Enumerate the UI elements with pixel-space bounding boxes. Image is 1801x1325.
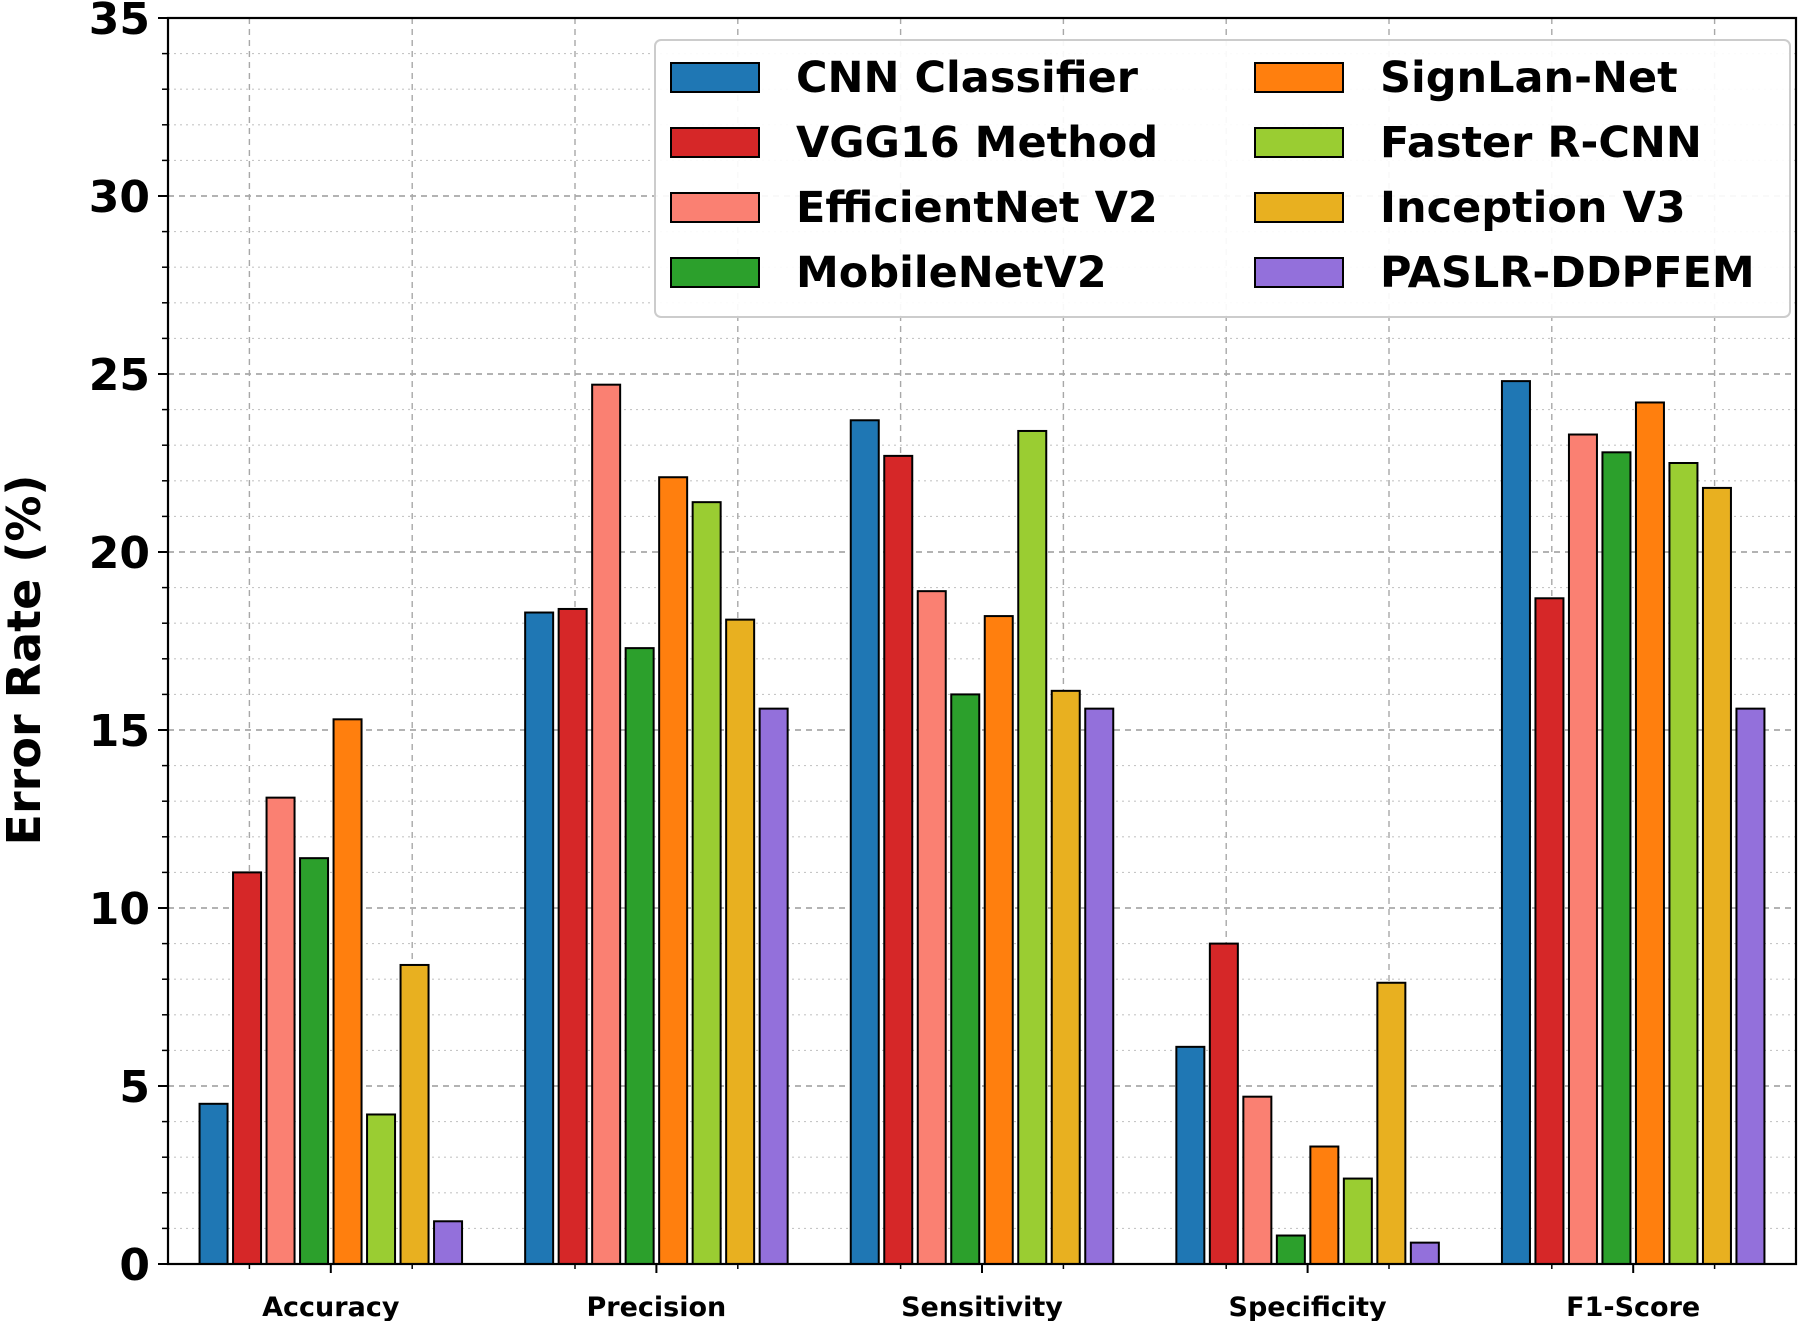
legend-swatch <box>1254 257 1344 288</box>
y-tick-label: 25 <box>89 350 150 401</box>
bars <box>198 380 1766 1266</box>
bar <box>1275 1234 1306 1266</box>
x-tick-label: F1-Score <box>1566 1292 1700 1321</box>
bar <box>399 963 430 1266</box>
y-tick-label: 35 <box>89 0 150 45</box>
legend-label: SignLan-Net <box>1380 53 1678 103</box>
bar <box>332 718 363 1265</box>
y-tick-label: 10 <box>89 884 150 935</box>
bar <box>916 590 947 1265</box>
bar <box>658 476 689 1265</box>
bar <box>1534 597 1565 1265</box>
bar <box>299 857 330 1265</box>
legend-swatch <box>1254 192 1344 223</box>
legend-swatch <box>670 257 760 288</box>
bar <box>557 607 588 1265</box>
bar <box>1735 707 1766 1265</box>
legend-swatch <box>1254 62 1344 93</box>
legend-label: CNN Classifier <box>796 53 1139 103</box>
bar <box>433 1220 464 1266</box>
legend-swatch <box>670 192 760 223</box>
legend: CNN Classifier VGG16 Method EfficientNet V… <box>654 39 1791 318</box>
legend-label: PASLR-DDPFEM <box>1380 248 1755 298</box>
axes: Accuracy Precision Sensitivity Specificity F… <box>89 0 1798 1323</box>
x-tick-label: Sensitivity <box>901 1292 1063 1321</box>
legend-swatch <box>670 62 760 93</box>
bar <box>725 618 756 1265</box>
bar <box>1242 1095 1273 1266</box>
y-tick-label: 30 <box>89 172 150 223</box>
bar <box>1634 401 1665 1266</box>
y-tick-label: 20 <box>89 528 150 579</box>
y-tick-label: 0 <box>119 1240 150 1291</box>
legend-label: VGG16 Method <box>796 118 1158 168</box>
bar <box>758 707 789 1265</box>
bar <box>883 454 914 1265</box>
legend-label: Inception V3 <box>1380 183 1686 233</box>
bar <box>1017 429 1048 1265</box>
y-tick-label: 5 <box>119 1062 150 1113</box>
bar <box>1309 1145 1340 1266</box>
x-tick-label: Specificity <box>1229 1292 1388 1321</box>
bar <box>1376 981 1407 1265</box>
legend-label: EfficientNet V2 <box>796 183 1158 233</box>
bar <box>1409 1241 1440 1266</box>
bar <box>232 871 263 1266</box>
bar <box>1208 942 1239 1265</box>
bar <box>198 1102 229 1266</box>
bar <box>1084 707 1115 1265</box>
bar <box>1500 380 1531 1265</box>
bar <box>1668 462 1699 1265</box>
bar <box>366 1113 397 1265</box>
x-tick-label: Precision <box>587 1292 727 1321</box>
bar <box>1567 433 1598 1265</box>
bar <box>524 611 555 1265</box>
y-axis-label: Error Rate (%) <box>0 475 51 846</box>
bar <box>1050 689 1081 1265</box>
bar <box>1175 1045 1206 1265</box>
bar <box>591 383 622 1265</box>
legend-label: MobileNetV2 <box>796 248 1107 298</box>
bar <box>983 615 1014 1265</box>
legend-label: Faster R-CNN <box>1380 118 1702 168</box>
legend-swatch <box>1254 127 1344 158</box>
bar <box>1601 451 1632 1265</box>
plot-frame <box>166 16 1798 1266</box>
bar <box>1342 1177 1373 1266</box>
bar <box>849 419 880 1265</box>
x-tick-label: Accuracy <box>262 1292 400 1321</box>
y-tick-label: 15 <box>89 706 150 757</box>
bar <box>1701 486 1732 1266</box>
bar <box>691 501 722 1266</box>
bar <box>265 796 296 1265</box>
bar <box>624 647 655 1265</box>
legend-swatch <box>670 127 760 158</box>
legend-box <box>654 39 1791 318</box>
bar <box>950 693 981 1265</box>
